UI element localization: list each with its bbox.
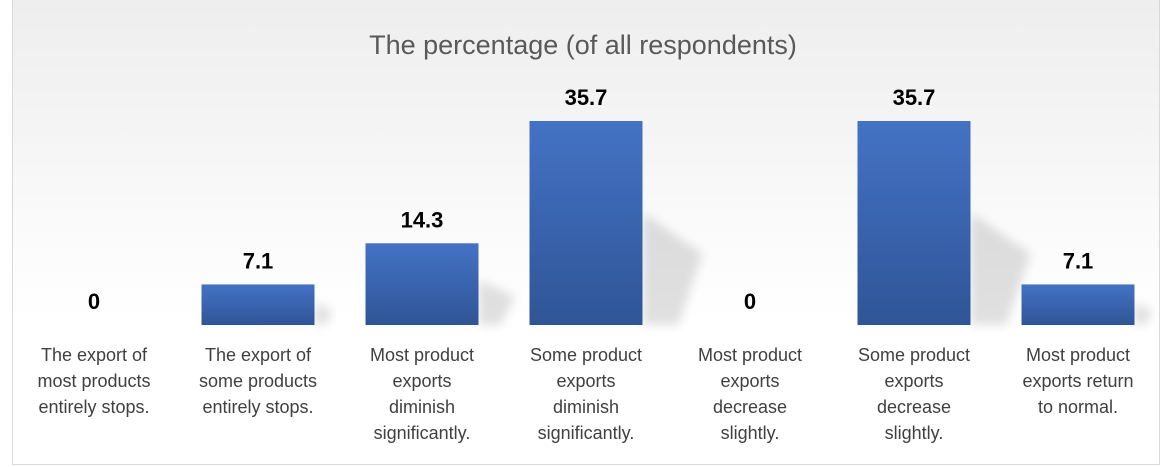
category-label: Some product exports diminish significantly… — [530, 345, 642, 443]
data-label: 0 — [88, 289, 100, 314]
category-label-line: diminish — [389, 397, 455, 417]
data-label: 35.7 — [893, 85, 936, 110]
bar-shadow — [314, 302, 333, 325]
category-label-line: decrease — [713, 397, 787, 417]
bar-shadow — [478, 280, 516, 325]
category-label-line: slightly. — [721, 423, 780, 443]
category-label-line: most products — [37, 371, 150, 391]
data-label: 7.1 — [243, 248, 274, 273]
bar-shadow — [970, 212, 1031, 325]
category-label-line: entirely stops. — [38, 397, 149, 417]
chart-title: The percentage (of all respondents) — [369, 30, 797, 60]
bar — [529, 121, 643, 325]
category-labels: The export of most products entirely stops… — [37, 345, 1133, 443]
bars — [201, 121, 1135, 325]
category-label-line: slightly. — [885, 423, 944, 443]
data-label: 35.7 — [565, 85, 608, 110]
category-label: The export of most products entirely stops… — [37, 345, 150, 417]
bar-shadow — [1134, 302, 1153, 325]
category-label-line: significantly. — [538, 423, 635, 443]
data-label: 14.3 — [401, 207, 444, 232]
data-label: 7.1 — [1063, 248, 1094, 273]
bar-shadows — [314, 212, 1153, 325]
category-label-line: decrease — [877, 397, 951, 417]
data-label: 0 — [744, 289, 756, 314]
bar-shadow — [642, 212, 703, 325]
category-label-line: exports — [392, 371, 451, 391]
category-label-line: some products — [199, 371, 317, 391]
category-label: The export of some products entirely stops… — [199, 345, 317, 417]
bar — [365, 243, 479, 325]
category-label: Some product exports decrease slightly. — [858, 345, 970, 443]
category-label-line: exports — [884, 371, 943, 391]
category-label-line: significantly. — [374, 423, 471, 443]
bar — [857, 121, 971, 325]
category-label-line: Most product — [698, 345, 802, 365]
bar — [1021, 284, 1135, 325]
category-label-line: entirely stops. — [202, 397, 313, 417]
category-label-line: The export of — [41, 345, 148, 365]
data-labels: 0 7.1 14.3 35.7 0 35.7 7.1 — [88, 85, 1093, 314]
category-label-line: exports — [720, 371, 779, 391]
category-label-line: Some product — [858, 345, 970, 365]
category-label-line: The export of — [205, 345, 312, 365]
category-label: Most product exports return to normal. — [1022, 345, 1133, 417]
category-label-line: Most product — [1026, 345, 1130, 365]
category-label: Most product exports diminish significantly… — [370, 345, 474, 443]
category-label-line: diminish — [553, 397, 619, 417]
category-label-line: Most product — [370, 345, 474, 365]
category-label-line: to normal. — [1038, 397, 1118, 417]
category-label-line: Some product — [530, 345, 642, 365]
bar — [201, 284, 315, 325]
category-label-line: exports return — [1022, 371, 1133, 391]
category-label: Most product exports decrease slightly. — [698, 345, 802, 443]
category-label-line: exports — [556, 371, 615, 391]
